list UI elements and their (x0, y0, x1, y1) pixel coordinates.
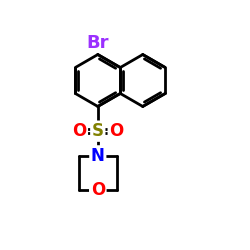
Text: Br: Br (86, 34, 109, 52)
Text: O: O (109, 122, 124, 140)
Text: S: S (92, 122, 104, 140)
Text: O: O (72, 122, 86, 140)
Text: N: N (91, 147, 105, 165)
Text: O: O (91, 180, 105, 198)
